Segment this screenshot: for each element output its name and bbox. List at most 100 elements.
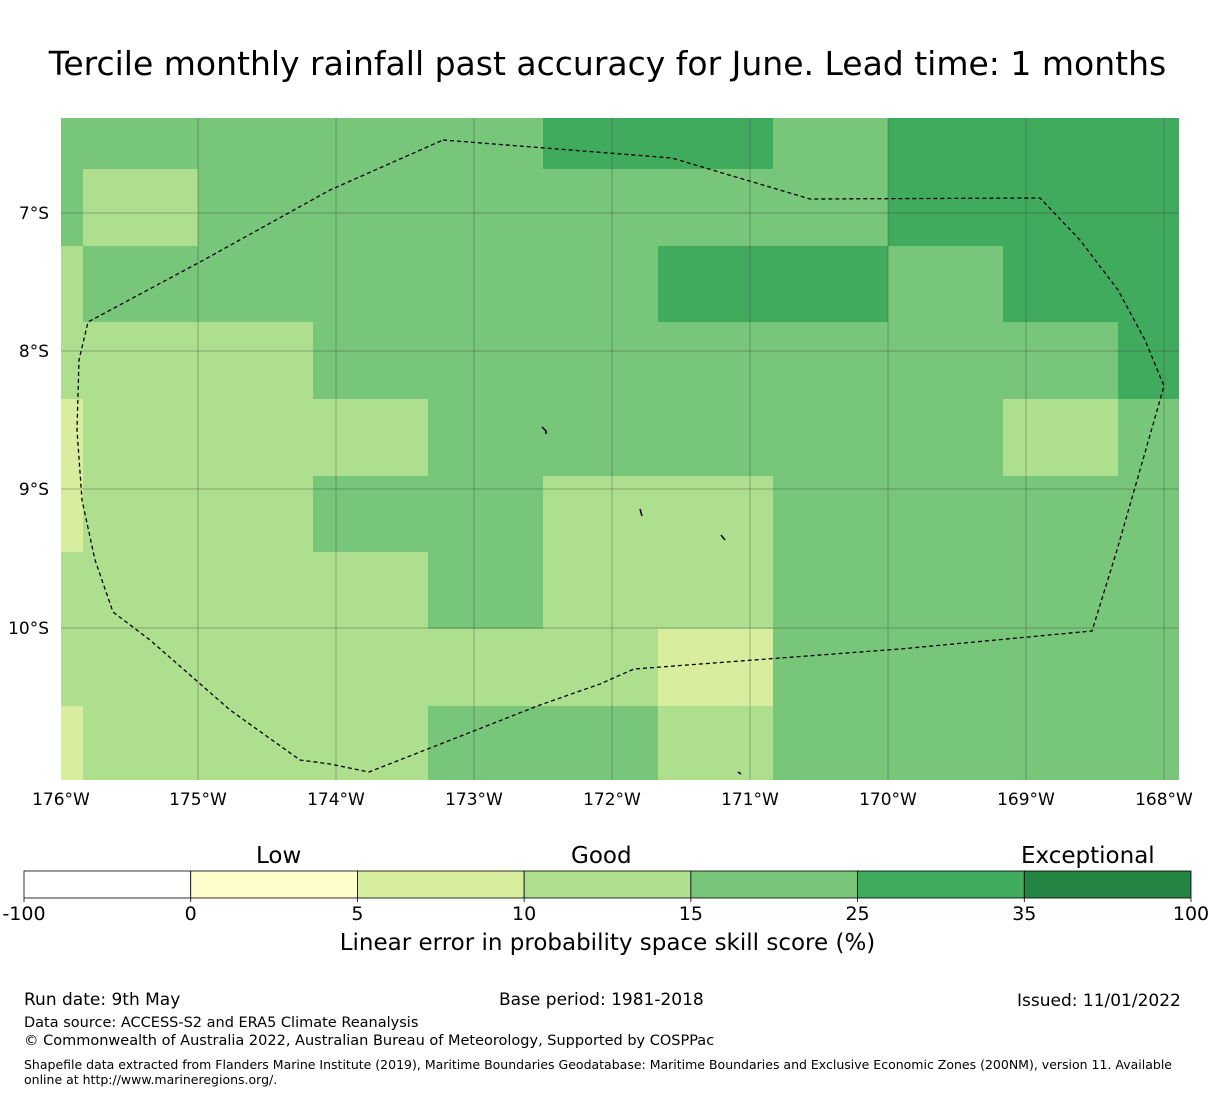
skill-cell [1003, 706, 1118, 780]
skill-cell [1118, 706, 1179, 780]
eez-boundary [76, 139, 1165, 773]
x-tick-label: 171°W [721, 790, 779, 810]
skill-cell [1003, 322, 1118, 399]
island-swains [737, 771, 742, 775]
skill-cell [888, 399, 1003, 476]
skill-cell [1118, 322, 1179, 399]
skill-cell [198, 322, 313, 399]
skill-cell [428, 169, 543, 246]
x-tick-label: 170°W [859, 790, 917, 810]
skill-cell [198, 476, 313, 552]
colorbar-swatch [190, 870, 358, 899]
skill-cell [313, 118, 428, 169]
skill-cell [61, 706, 83, 780]
skill-cell [198, 629, 313, 706]
skill-cell [543, 118, 658, 169]
skill-cell [773, 629, 888, 706]
skill-cell [313, 322, 428, 399]
skill-cell [543, 629, 658, 706]
island-nukunonu [639, 508, 643, 517]
x-tick-label: 174°W [307, 790, 365, 810]
skill-cell [428, 246, 543, 322]
skill-cell [1118, 399, 1179, 476]
category-exceptional: Exceptional [1021, 843, 1155, 869]
skill-cell [61, 629, 83, 706]
skill-cell [428, 399, 543, 476]
y-tick-label: 9°S [19, 480, 49, 500]
skill-cell [773, 476, 888, 552]
skill-cell [313, 246, 428, 322]
y-tick-label: 8°S [19, 342, 49, 362]
skill-cell [888, 706, 1003, 780]
skill-cell [773, 322, 888, 399]
skill-cell [1118, 118, 1179, 169]
skill-cell [888, 169, 1003, 246]
colorbar-swatch [523, 870, 692, 899]
colorbar-swatch [357, 870, 525, 899]
skill-cell [198, 399, 313, 476]
colorbar-swatch [690, 870, 858, 899]
skill-cell [428, 322, 543, 399]
skill-cell [658, 169, 773, 246]
skill-cell [83, 476, 198, 552]
skill-cell [888, 322, 1003, 399]
issued-date: Issued: 11/01/2022 [1017, 991, 1181, 1011]
skill-cell [658, 706, 773, 780]
skill-cell [1003, 118, 1118, 169]
skill-cell [658, 629, 773, 706]
data-source: Data source: ACCESS-S2 and ERA5 Climate … [24, 1015, 419, 1031]
skill-cell [888, 629, 1003, 706]
run-date: Run date: 9th May [24, 990, 181, 1010]
skill-cell [198, 552, 313, 629]
skill-cell [198, 246, 313, 322]
skill-cell [1118, 629, 1179, 706]
skill-cell [773, 169, 888, 246]
skill-cell [313, 629, 428, 706]
skill-cell [61, 476, 83, 552]
skill-cell [428, 629, 543, 706]
skill-cell [888, 246, 1003, 322]
skill-cell [1003, 246, 1118, 322]
skill-cell [1003, 552, 1118, 629]
y-tick-label: 7°S [19, 204, 49, 224]
colorbar-tick-label: 35 [1012, 903, 1036, 925]
skill-cell [658, 118, 773, 169]
skill-cell [313, 476, 428, 552]
skill-cell [658, 552, 773, 629]
skill-cell [658, 476, 773, 552]
skill-cell [1003, 399, 1118, 476]
colorbar-swatch [1023, 870, 1192, 899]
skill-cell [1003, 629, 1118, 706]
skill-cell [83, 706, 198, 780]
copyright: © Commonwealth of Australia 2022, Austra… [24, 1033, 715, 1049]
category-low: Low [256, 843, 302, 869]
skill-cell [543, 399, 658, 476]
skill-cell [61, 399, 83, 476]
skill-cell [1003, 476, 1118, 552]
skill-cell [428, 706, 543, 780]
colorbar-tick-label: 0 [185, 903, 197, 925]
colorbar-tick-label: 25 [845, 903, 869, 925]
skill-cell [543, 476, 658, 552]
skill-cell [83, 399, 198, 476]
x-tick-label: 172°W [583, 790, 641, 810]
skill-cell [83, 169, 198, 246]
colorbar-label: Linear error in probability space skill … [339, 930, 876, 956]
skill-cell [83, 246, 198, 322]
skill-cell [1118, 169, 1179, 246]
skill-cell [198, 706, 313, 780]
category-good: Good [571, 843, 632, 869]
y-tick-label: 10°S [8, 619, 49, 639]
colorbar-tick-label: 100 [1173, 903, 1209, 925]
colorbar-tick-label: 5 [351, 903, 363, 925]
skill-cell [83, 118, 198, 169]
colorbar-tick-label: 10 [512, 903, 536, 925]
skill-cell [313, 552, 428, 629]
skill-cell [61, 322, 83, 399]
x-tick-label: 168°W [1135, 790, 1193, 810]
skill-cell [543, 169, 658, 246]
skill-cell [773, 246, 888, 322]
x-tick-label: 175°W [169, 790, 227, 810]
skill-cell [543, 552, 658, 629]
skill-cell [61, 118, 83, 169]
